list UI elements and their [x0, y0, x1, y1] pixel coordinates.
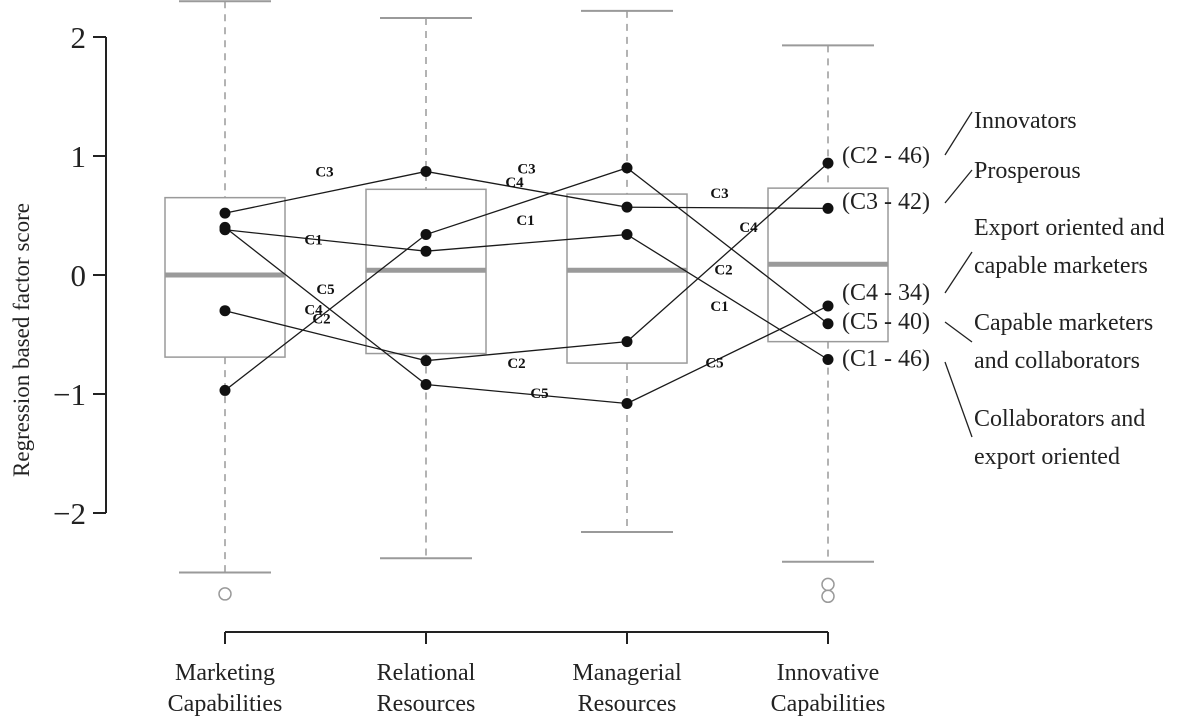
profile-label-c4: capable marketers — [974, 253, 1148, 279]
segment-label-c3: C3 — [517, 161, 535, 177]
box-plot — [566, 9, 688, 534]
segment-label-c5: C5 — [530, 386, 548, 402]
series-line-c4 — [224, 167, 829, 391]
data-point-c4 — [420, 229, 432, 241]
profile-connector — [944, 111, 973, 156]
end-label-c2: (C2 - 46) — [842, 143, 930, 169]
data-point-c3 — [822, 202, 834, 214]
end-label-c3: (C3 - 42) — [842, 189, 930, 215]
segment-label-c1: C1 — [516, 213, 534, 229]
y-tick-label: 0 — [71, 258, 87, 293]
profile-label-c5: and collaborators — [974, 348, 1140, 374]
box-plot — [365, 16, 487, 560]
segment-label-c1: C1 — [304, 232, 322, 248]
segment-label-c3: C3 — [315, 164, 333, 180]
data-point-c5 — [621, 398, 633, 410]
segment-label-c4: C4 — [304, 302, 323, 318]
data-point-c2 — [420, 355, 432, 367]
data-point-c4 — [822, 318, 834, 330]
axes: −2 −1 0 1 2 Marketing Capabilities Relational Re… — [53, 20, 885, 717]
data-point-c2 — [621, 336, 633, 348]
segment-label-c2: C2 — [714, 262, 732, 278]
end-labels: (C2 - 46) (C3 - 42) (C4 - 34) (C5 - 40) (C1 … — [842, 108, 1165, 470]
outlier-point — [821, 589, 835, 604]
data-point-c2 — [219, 305, 231, 317]
outlier-point — [218, 587, 232, 601]
profile-label-c2: Innovators — [974, 108, 1077, 134]
segment-label-c3: C3 — [710, 186, 728, 202]
y-tick-label: −2 — [53, 496, 86, 531]
data-point-c1 — [420, 245, 432, 257]
data-point-c4 — [621, 162, 633, 174]
y-tick-label: 2 — [71, 20, 87, 55]
segment-label-c2: C2 — [312, 312, 330, 328]
data-point-c3 — [420, 165, 432, 177]
profile-label-c3: Prosperous — [974, 158, 1081, 184]
series-line-c2 — [224, 162, 829, 362]
profile-connector — [944, 169, 973, 204]
series-line-c3 — [224, 170, 829, 214]
cluster-lines — [224, 162, 829, 405]
box-iqr — [566, 193, 688, 364]
x-tick-label: Capabilities — [771, 691, 886, 717]
cluster-points — [219, 157, 834, 410]
data-point-c2 — [822, 157, 834, 169]
series-line-c5 — [224, 226, 829, 405]
end-label-c5: (C5 - 40) — [842, 309, 930, 335]
x-tick-label: Resources — [578, 691, 677, 717]
profile-connector — [944, 251, 973, 294]
box-plots — [164, 0, 889, 604]
segment-label-c1: C1 — [710, 299, 728, 315]
end-label-c1: (C1 - 46) — [842, 346, 930, 372]
x-tick-label: Managerial — [572, 660, 682, 686]
profile-label-c1: export oriented — [974, 444, 1120, 470]
x-tick-label: Capabilities — [168, 691, 283, 717]
data-point-c4 — [219, 384, 231, 396]
box-plot — [164, 0, 286, 601]
segment-label-c5: C5 — [705, 356, 723, 372]
y-axis-label: Regression based factor score — [9, 203, 34, 477]
data-point-c1 — [822, 353, 834, 365]
data-point-c1 — [621, 229, 633, 241]
data-point-c5 — [420, 378, 432, 390]
profile-label-c4: Export oriented and — [974, 215, 1165, 241]
end-label-c4: (C4 - 34) — [842, 280, 930, 306]
data-point-c5 — [219, 221, 231, 233]
data-point-c5 — [822, 300, 834, 312]
series-line-c1 — [224, 229, 829, 361]
profile-connector — [944, 321, 973, 343]
profile-label-c5: Capable marketers — [974, 310, 1153, 336]
outlier-point — [821, 577, 835, 592]
segment-label-c4: C4 — [505, 175, 524, 191]
data-point-c3 — [621, 201, 633, 213]
x-tick-label: Innovative — [777, 660, 880, 686]
x-tick-label: Relational — [377, 660, 476, 686]
x-tick-label: Resources — [377, 691, 476, 717]
profile-connector — [944, 361, 973, 438]
segment-label-c2: C2 — [507, 356, 525, 372]
data-point-c3 — [219, 207, 231, 219]
segment-label-c5: C5 — [316, 282, 334, 298]
x-tick-label: Marketing — [175, 660, 275, 686]
profile-label-c1: Collaborators and — [974, 406, 1145, 432]
segment-label-c4: C4 — [739, 220, 758, 236]
y-tick-label: −1 — [53, 377, 86, 412]
y-tick-label: 1 — [71, 139, 87, 174]
